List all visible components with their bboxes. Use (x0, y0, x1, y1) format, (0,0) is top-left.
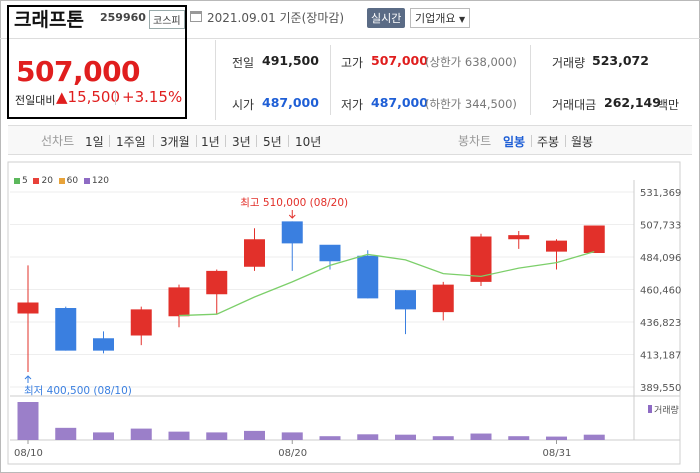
tab-divider (196, 135, 197, 147)
volume-value: 523,072 (592, 53, 649, 68)
legend-ma20[interactable]: 20 (33, 176, 53, 186)
change-value: ▲15,500 (56, 88, 121, 106)
ma-legend: 5 20 60 120 (14, 176, 109, 186)
legend-swatch (58, 177, 65, 184)
tab-weekly[interactable]: 주봉 (537, 135, 560, 149)
quote-divider (330, 45, 331, 115)
tab-1y[interactable]: 1년 (201, 135, 220, 149)
legend-label: 5 (22, 176, 28, 186)
header-divider (0, 38, 700, 39)
price-highlight-box (7, 5, 187, 119)
realtime-button[interactable]: 실시간 (367, 8, 406, 28)
chevron-down-icon: ▼ (458, 15, 466, 24)
open-label: 시가 (232, 98, 255, 112)
legend-label: 20 (41, 176, 53, 186)
legend-swatch (83, 177, 90, 184)
tab-divider (565, 135, 566, 147)
high-value: 507,000 (371, 53, 428, 68)
tab-monthly[interactable]: 월봉 (571, 135, 594, 149)
lower-limit: (하한가 344,500) (425, 97, 517, 111)
amount-value: 262,149 (604, 95, 661, 110)
prev-close-value: 491,500 (262, 53, 319, 68)
tab-divider (256, 135, 257, 147)
base-date: 2021.09.01 기준(장마감) (207, 11, 345, 25)
tab-10y[interactable]: 10년 (295, 135, 322, 149)
high-label: 고가 (341, 56, 364, 70)
stock-name[interactable]: 크래프톤 (14, 9, 84, 31)
stock-header: 크래프톤 259960 코스피 2021.09.01 기준(장마감) 실시간 기… (0, 0, 700, 38)
tab-divider (153, 135, 154, 147)
current-price: 507,000 (16, 55, 141, 88)
stock-code: 259960 (100, 11, 146, 24)
tab-divider (288, 135, 289, 147)
open-value: 487,000 (262, 95, 319, 110)
legend-label: 60 (66, 176, 79, 186)
tab-divider (225, 135, 226, 147)
tab-divider (531, 135, 532, 147)
prev-close-label: 전일 (232, 56, 255, 70)
tab-divider (109, 135, 110, 147)
calendar-icon (190, 11, 202, 22)
quote-divider (530, 45, 531, 115)
tab-5y[interactable]: 5년 (263, 135, 282, 149)
company-overview-button[interactable]: 기업개요 ▼ (410, 8, 471, 28)
change-label: 전일대비 (15, 94, 56, 107)
legend-ma120[interactable]: 120 (83, 176, 110, 186)
legend-swatch (33, 177, 40, 184)
chart-tab-bar: 선차트 1일 1주일 3개월 1년 3년 5년 10년 봉차트 일봉 주봉 월봉 (8, 125, 692, 155)
tab-3y[interactable]: 3년 (232, 135, 251, 149)
low-value: 487,000 (371, 95, 428, 110)
tab-1d[interactable]: 1일 (85, 135, 104, 149)
tab-3m[interactable]: 3개월 (160, 135, 190, 149)
tab-1w[interactable]: 1주일 (116, 135, 146, 149)
legend-label: 120 (91, 176, 110, 186)
legend-ma60[interactable]: 60 (58, 176, 79, 186)
amount-label: 거래대금 (552, 98, 597, 112)
tab-daily[interactable]: 일봉 (503, 135, 526, 149)
company-overview-label: 기업개요 (415, 12, 456, 25)
volume-label: 거래량 (552, 56, 586, 70)
low-label: 저가 (341, 98, 364, 112)
upper-limit: (상한가 638,000) (425, 55, 517, 69)
quote-divider (215, 40, 216, 120)
change-divider (115, 90, 116, 105)
legend-ma5[interactable]: 5 (14, 176, 28, 186)
amount-unit: 백만 (657, 98, 680, 112)
line-chart-group[interactable]: 선차트 (41, 134, 75, 148)
legend-swatch (14, 177, 20, 184)
candle-chart-group[interactable]: 봉차트 (458, 134, 492, 148)
market-badge: 코스피 (149, 10, 185, 29)
change-percent: +3.15% (122, 88, 183, 106)
